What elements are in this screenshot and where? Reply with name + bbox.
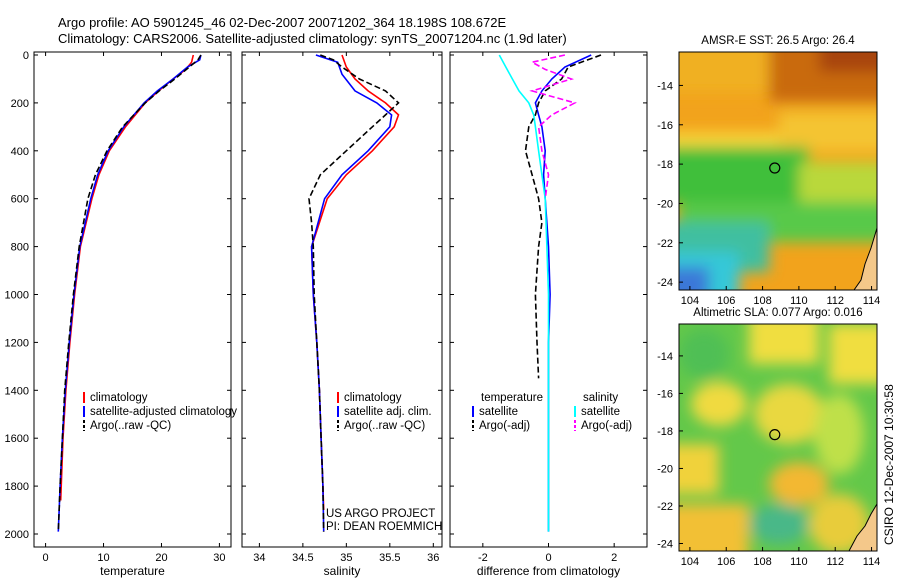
- temperature-profile: 0 10 20 30 0 200 400 600 800 1000 1200 1400 1600 1800…: [5, 50, 238, 578]
- salinity-profile-frame: [241, 51, 443, 548]
- series-line-climatology: [310, 54, 400, 511]
- legend-label: climatology: [344, 392, 402, 404]
- x-tick-label: 108: [753, 556, 771, 568]
- x-tick-label: 112: [826, 556, 844, 568]
- x-tick-label: 10: [97, 552, 109, 564]
- y-tick-label: -20: [657, 198, 673, 210]
- series-line-temp-satellite: [534, 54, 592, 532]
- sst-map-title: AMSR-E SST: 26.5 Argo: 26.4: [701, 35, 855, 47]
- title-line-2: Climatology: CARS2006. Satellite-adjuste…: [58, 31, 567, 46]
- y-tick-label: 400: [11, 146, 29, 158]
- y-tick-label: 2000: [5, 529, 29, 541]
- title-line-1: Argo profile: AO 5901245_46 02-Dec-2007 …: [58, 15, 506, 30]
- x-tick-label: 112: [826, 295, 844, 307]
- sla-map-axes: Altimetric SLA: 0.077 Argo: 0.016 104 106 1…: [657, 307, 880, 568]
- x-tick-label: 104: [681, 295, 699, 307]
- sst-map-panel: [678, 51, 878, 291]
- y-tick-label: 1200: [5, 337, 29, 349]
- x-tick-label: 108: [753, 295, 771, 307]
- y-tick-label: -16: [657, 120, 673, 132]
- legend-label: Argo(-adj): [581, 420, 632, 432]
- legend-label: climatology: [90, 392, 148, 404]
- y-tick-label: -24: [657, 277, 673, 289]
- y-tick-label: 600: [11, 194, 29, 206]
- x-tick-label: 20: [155, 552, 167, 564]
- sst-map-image: [679, 52, 877, 290]
- y-tick-label: -22: [657, 238, 673, 250]
- y-tick-label: -22: [657, 501, 673, 513]
- y-tick-label: 200: [11, 98, 29, 110]
- x-tick-label: 106: [717, 556, 735, 568]
- sla-map-title: Altimetric SLA: 0.077 Argo: 0.016: [693, 307, 862, 319]
- y-tick-label: -20: [657, 463, 673, 475]
- legend-label: satellite adj. clim.: [344, 406, 432, 418]
- sla-map-image: [679, 324, 877, 551]
- y-tick-label: 1000: [5, 290, 29, 302]
- salinity-profile: 34 34.5 35 35.5 36 salinity climatology satelli…: [241, 51, 443, 578]
- legend-label: satellite: [581, 406, 620, 418]
- x-tick-label: 34: [253, 552, 265, 564]
- x-tick-label: 2: [611, 552, 617, 564]
- x-tick-label: 114: [863, 295, 881, 307]
- x-tick-label: 114: [863, 556, 881, 568]
- y-tick-label: -14: [657, 351, 673, 363]
- sst-map-axes: AMSR-E SST: 26.5 Argo: 26.4 104 106 108 110 1…: [657, 35, 880, 307]
- x-tick-label: 35: [340, 552, 352, 564]
- x-tick-label: -2: [478, 552, 488, 564]
- y-tick-label: -14: [657, 80, 673, 92]
- x-axis-label: temperature: [100, 564, 165, 578]
- y-tick-label: -24: [657, 538, 673, 550]
- y-tick-label: 1600: [5, 433, 29, 445]
- x-axis-label: difference from climatology: [477, 564, 620, 578]
- legend-label: satellite-adjusted climatology: [90, 406, 237, 418]
- x-tick-label: 0: [43, 552, 49, 564]
- y-tick-label: -18: [657, 426, 673, 438]
- y-tick-label: 800: [11, 242, 29, 254]
- series-line-sal-argo: [529, 54, 577, 199]
- x-tick-label: 106: [717, 295, 735, 307]
- x-axis-label: salinity: [324, 564, 361, 578]
- y-tick-label: 0: [23, 50, 29, 62]
- x-tick-label: 30: [213, 552, 225, 564]
- series-line-argo: [308, 54, 400, 532]
- sla-map-panel: [678, 323, 878, 552]
- x-tick-label: 110: [790, 295, 808, 307]
- legend-label: Argo(-adj): [479, 420, 530, 432]
- annotation-line-2: PI: DEAN ROEMMICH: [326, 521, 442, 533]
- series-line-temp-argo: [524, 54, 602, 379]
- x-tick-label: 34.5: [292, 552, 313, 564]
- legend-title-temperature: temperature: [481, 392, 543, 404]
- y-tick-label: -16: [657, 388, 673, 400]
- temperature-profile-frame: [33, 51, 232, 548]
- x-tick-label: 36: [427, 552, 439, 564]
- y-tick-label: 1400: [5, 385, 29, 397]
- series-line-satellite: [310, 54, 393, 532]
- x-tick-label: 110: [790, 556, 808, 568]
- series-line-sal-satellite: [498, 54, 550, 532]
- argo-position-marker: [769, 162, 781, 174]
- annotation-line-1: US ARGO PROJECT: [326, 508, 435, 520]
- legend-label: Argo(..raw -QC): [344, 420, 425, 432]
- legend-title-salinity: salinity: [583, 392, 618, 404]
- argo-position-marker: [769, 429, 781, 441]
- legend-label: Argo(..raw -QC): [90, 420, 171, 432]
- x-tick-label: 35.5: [379, 552, 400, 564]
- series-line-satellite: [57, 54, 202, 532]
- y-tick-label: 1800: [5, 481, 29, 493]
- series-line-argo: [57, 54, 202, 532]
- x-tick-label: 0: [545, 552, 551, 564]
- y-tick-label: -18: [657, 159, 673, 171]
- x-tick-label: 104: [681, 556, 699, 568]
- side-stamp: CSIRO 12-Dec-2007 10:30:58: [882, 384, 896, 545]
- legend-label: satellite: [479, 406, 518, 418]
